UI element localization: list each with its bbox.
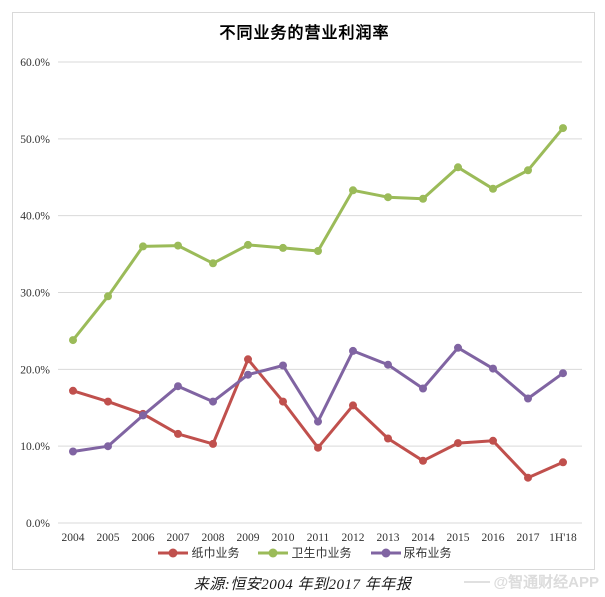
data-point: [489, 364, 497, 373]
data-point: [104, 397, 112, 406]
data-point: [209, 439, 217, 448]
chart-frame: [12, 12, 595, 570]
legend-label: 纸巾业务: [191, 546, 240, 560]
data-point: [454, 343, 462, 352]
data-point: [419, 194, 427, 203]
data-point: [384, 434, 392, 443]
data-point: [314, 443, 322, 452]
legend-item-2: 尿布业务: [370, 544, 452, 561]
watermark-dash-icon: [463, 580, 490, 583]
data-point: [419, 456, 427, 465]
series-line-2: [71, 346, 565, 453]
legend-label: 卫生巾业务: [291, 546, 352, 560]
data-point: [174, 241, 182, 250]
data-point: [384, 360, 392, 369]
data-point: [209, 259, 217, 268]
x-axis-tick-label: 2010: [272, 532, 295, 544]
data-point: [279, 397, 287, 406]
data-point: [244, 355, 252, 364]
data-point: [139, 411, 147, 420]
data-point: [69, 386, 77, 395]
data-point: [174, 429, 182, 438]
x-axis-tick-label: 2013: [377, 532, 400, 544]
x-axis-tick-label: 2009: [237, 532, 260, 544]
y-axis-tick-label: 30.0%: [20, 288, 50, 300]
source-caption: 来源:恒安2004 年到2017 年年报: [193, 577, 412, 593]
data-point: [69, 336, 77, 345]
data-point: [69, 447, 77, 456]
legend-marker-icon: [370, 548, 401, 557]
legend-item-1: 卫生巾业务: [257, 544, 352, 561]
legend-item-0: 纸巾业务: [157, 544, 239, 561]
y-axis-tick-label: 10.0%: [20, 441, 50, 453]
data-point: [349, 346, 357, 355]
data-point: [524, 166, 532, 175]
x-axis-tick-label: 2012: [342, 532, 365, 544]
data-point: [489, 436, 497, 445]
data-point: [244, 370, 252, 379]
legend-marker-icon: [158, 548, 189, 557]
y-axis-tick-label: 20.0%: [20, 364, 50, 376]
x-axis-tick-label: 2008: [202, 532, 225, 544]
data-point: [384, 193, 392, 202]
x-axis-tick-label: 2011: [307, 532, 330, 544]
data-point: [524, 394, 532, 403]
data-point: [559, 458, 567, 467]
watermark-text: @智通财经APP: [493, 574, 599, 591]
data-point: [174, 382, 182, 391]
x-axis-tick-label: 1H'18: [549, 532, 577, 544]
data-point: [524, 473, 532, 482]
data-point: [314, 247, 322, 255]
y-axis-tick-label: 60.0%: [20, 57, 50, 69]
series-line-1: [71, 126, 565, 342]
data-point: [244, 240, 252, 249]
watermark: @智通财经APP: [463, 571, 599, 592]
chart-legend: 纸巾业务 卫生巾业务 尿布业务: [12, 544, 597, 561]
chart-title: 不同业务的营业利润率: [219, 25, 390, 42]
data-point: [489, 184, 497, 193]
x-axis-tick-label: 2004: [62, 532, 85, 544]
legend-marker-icon: [258, 548, 289, 557]
data-point: [279, 361, 287, 370]
x-axis-tick-label: 2007: [167, 532, 190, 544]
data-point: [349, 186, 357, 195]
x-axis-tick-label: 2017: [517, 532, 540, 544]
x-axis-tick-label: 2005: [97, 532, 120, 544]
data-point: [419, 384, 427, 393]
data-point: [104, 292, 112, 301]
y-axis-tick-label: 0.0%: [26, 518, 50, 530]
legend-label: 尿布业务: [403, 546, 452, 560]
data-point: [454, 163, 462, 172]
data-point: [559, 124, 567, 133]
y-axis-tick-label: 50.0%: [20, 134, 50, 146]
x-axis-tick-label: 2014: [412, 532, 435, 544]
data-point: [454, 439, 462, 448]
data-point: [104, 442, 112, 451]
x-axis-tick-label: 2006: [132, 532, 155, 544]
y-axis-tick-label: 40.0%: [20, 211, 50, 223]
data-point: [139, 242, 147, 251]
data-point: [349, 401, 357, 410]
x-axis-tick-label: 2016: [482, 532, 505, 544]
data-point: [279, 243, 287, 252]
data-point: [209, 397, 217, 406]
data-point: [559, 369, 567, 378]
x-axis-tick-label: 2015: [447, 532, 470, 544]
data-point: [314, 417, 322, 426]
